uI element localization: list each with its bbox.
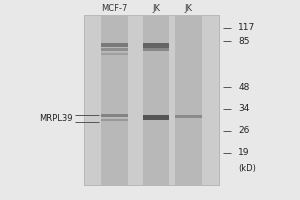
Text: MRPL39: MRPL39 (39, 114, 72, 123)
Bar (142, 15, 170, 185)
Bar (101, 114, 128, 117)
Bar (101, 15, 128, 185)
Bar (142, 43, 170, 48)
Text: (kD): (kD) (238, 164, 256, 173)
Bar (176, 115, 202, 118)
Bar (142, 48, 170, 51)
Text: 48: 48 (238, 83, 250, 92)
Bar (101, 119, 128, 121)
Text: 117: 117 (238, 23, 255, 32)
Bar (176, 15, 202, 185)
Text: 34: 34 (238, 104, 250, 113)
Bar (101, 48, 128, 51)
Bar (84, 15, 219, 185)
Text: 26: 26 (238, 126, 250, 135)
Text: 85: 85 (238, 37, 250, 46)
Text: JK: JK (185, 4, 193, 13)
Bar (142, 115, 170, 120)
Text: JK: JK (152, 4, 160, 13)
Bar (101, 43, 128, 47)
Bar (101, 53, 128, 55)
Text: 19: 19 (238, 148, 250, 157)
Text: MCF-7: MCF-7 (101, 4, 128, 13)
